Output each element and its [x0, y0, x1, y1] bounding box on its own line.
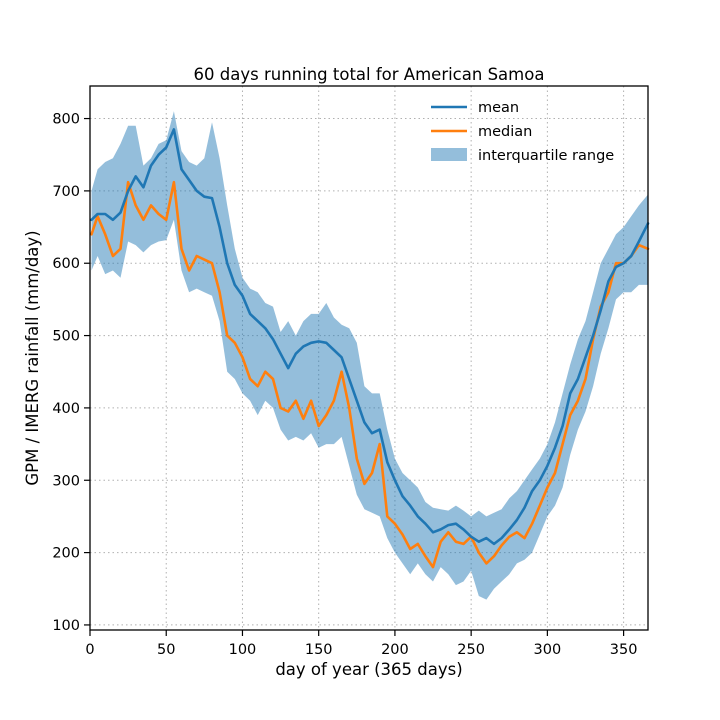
- legend-iqr-label: interquartile range: [478, 148, 614, 164]
- x-tick-label: 300: [534, 642, 562, 658]
- interquartile-band-layer: [91, 111, 648, 600]
- x-tick-label: 250: [457, 642, 485, 658]
- y-tick-label: 600: [52, 256, 80, 272]
- x-tick-label: 350: [610, 642, 638, 658]
- y-tick-label: 100: [52, 618, 80, 634]
- x-tick-label: 150: [305, 642, 333, 658]
- legend-mean-label: mean: [478, 100, 519, 116]
- median-series-line: [90, 180, 650, 569]
- legend: mean median interquartile range: [431, 100, 614, 164]
- grid: [89, 86, 648, 630]
- legend-iqr-swatch: [431, 148, 467, 161]
- x-axis-title: day of year (365 days): [275, 660, 462, 679]
- x-tick-label: 50: [157, 642, 175, 658]
- y-tick-label: 300: [52, 473, 80, 489]
- y-tick-label: 200: [52, 546, 80, 562]
- x-tick-label: 100: [229, 642, 257, 658]
- y-tick-label: 800: [52, 112, 80, 128]
- y-tick-label: 700: [52, 184, 80, 200]
- interquartile-range-band: [91, 111, 648, 600]
- plot-frame: [89, 85, 649, 631]
- chart-title: 60 days running total for American Samoa: [194, 65, 545, 84]
- x-tick-label: 0: [85, 642, 94, 658]
- x-tick-label: 200: [381, 642, 409, 658]
- ticks: 0 50 100 150 200 250 300 350 100 200 300 400 500 600 7…: [52, 112, 637, 658]
- mean-series-line: [90, 128, 650, 546]
- y-axis-title: GPM / IMERG rainfall (mm/day): [23, 230, 42, 485]
- series-layer: [90, 128, 650, 569]
- y-tick-label: 400: [52, 401, 80, 417]
- y-tick-label: 500: [52, 329, 80, 345]
- legend-median-label: median: [478, 124, 532, 140]
